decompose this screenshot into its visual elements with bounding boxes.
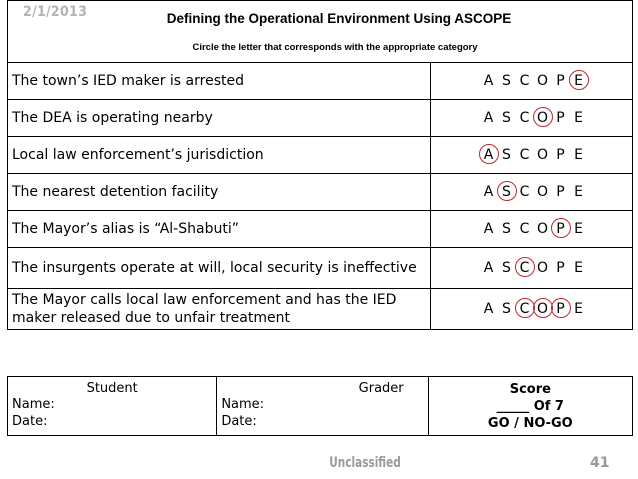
question-cell: The nearest detention facility: [7, 173, 431, 211]
letter-option[interactable]: A: [483, 110, 494, 126]
table-row: Local law enforcement’s jurisdiction A S C O…: [7, 136, 633, 174]
question-cell: The Mayor calls local law enforcement an…: [7, 288, 431, 330]
grader-heading: Grader: [358, 381, 404, 396]
question-cell: The Mayor’s alias is “Al-Shabuti”: [7, 210, 431, 248]
table-row: The Mayor calls local law enforcement an…: [7, 288, 633, 330]
page-subtitle: Circle the letter that corresponds with …: [192, 42, 478, 53]
answer-circle: [478, 144, 499, 164]
letter-option[interactable]: E: [574, 147, 583, 163]
question-cell: The town’s IED maker is arrested: [7, 62, 431, 100]
question-cell: Local law enforcement’s jurisdiction: [7, 136, 431, 174]
letter-option[interactable]: A: [483, 221, 494, 237]
letter-option[interactable]: S: [502, 110, 511, 126]
score-line: _____ Of 7: [496, 399, 564, 414]
letter-option[interactable]: A: [483, 260, 494, 276]
letter-option[interactable]: C: [519, 221, 530, 237]
slide-date: 2/1/2013: [23, 4, 88, 20]
letter-option[interactable]: E: [574, 221, 583, 237]
student-column: Student Name: Date:: [8, 377, 218, 435]
footer-table: Student Name: Date: Grader Name: Date: S…: [7, 376, 633, 436]
student-heading: Student: [86, 381, 138, 396]
letter-option[interactable]: C: [519, 110, 530, 126]
grader-name-label: Name:: [221, 397, 265, 412]
answer-circle: [532, 298, 553, 318]
letter-option[interactable]: O: [536, 221, 549, 237]
question-cell: The DEA is operating nearby: [7, 99, 431, 137]
page-title: Defining the Operational Environment Usi…: [166, 11, 512, 26]
header-frame: [7, 0, 633, 62]
table-row: The Mayor’s alias is “Al-Shabuti” A S C O P E: [7, 210, 633, 248]
letter-option[interactable]: C: [519, 184, 530, 200]
answer-circle: [496, 181, 517, 201]
go-nogo-label: GO / NO-GO: [487, 416, 573, 431]
table-row: The insurgents operate at will, local se…: [7, 247, 633, 289]
letter-option[interactable]: O: [536, 260, 549, 276]
letter-option[interactable]: P: [556, 184, 565, 200]
table-row: The town’s IED maker is arrested A S C O P E: [7, 62, 633, 100]
table-row: The DEA is operating nearby A S C O P E: [7, 99, 633, 137]
answer-circle: [568, 70, 589, 90]
answer-circle: [532, 107, 553, 127]
grader-column: Grader Name: Date:: [217, 377, 429, 435]
letter-option[interactable]: P: [556, 147, 565, 163]
letter-option[interactable]: E: [574, 110, 583, 126]
letter-option[interactable]: C: [519, 73, 530, 89]
letter-option[interactable]: S: [502, 147, 511, 163]
classification-label: Unclassified: [329, 455, 401, 471]
letter-option[interactable]: C: [519, 147, 530, 163]
answer-circle: [514, 298, 535, 318]
answer-circle: [550, 218, 571, 238]
letter-option[interactable]: O: [536, 73, 549, 89]
score-column: Score _____ Of 7 GO / NO-GO: [429, 377, 632, 435]
letter-option[interactable]: A: [483, 301, 494, 317]
letter-option[interactable]: S: [502, 301, 511, 317]
letter-option[interactable]: O: [536, 147, 549, 163]
letter-option[interactable]: P: [556, 260, 565, 276]
grader-date-label: Date:: [221, 414, 257, 429]
letter-option[interactable]: P: [556, 110, 565, 126]
page-number: 41: [590, 455, 610, 471]
student-name-label: Name:: [12, 397, 55, 412]
letter-option[interactable]: O: [536, 184, 549, 200]
answer-circle: [514, 257, 535, 277]
table-row: The nearest detention facility A S C O P E: [7, 173, 633, 211]
score-heading: Score: [509, 382, 551, 397]
letter-option[interactable]: E: [574, 260, 583, 276]
letter-option[interactable]: E: [574, 184, 583, 200]
ascope-table: The town’s IED maker is arrested A S C O P E Th…: [7, 62, 633, 330]
letter-option[interactable]: S: [502, 260, 511, 276]
letter-option[interactable]: S: [502, 221, 511, 237]
answer-circle: [550, 298, 571, 318]
question-cell: The insurgents operate at will, local se…: [7, 247, 431, 289]
letter-option[interactable]: E: [574, 301, 583, 317]
letter-option[interactable]: P: [556, 73, 565, 89]
letter-option[interactable]: A: [483, 73, 494, 89]
letter-option[interactable]: S: [502, 73, 511, 89]
student-date-label: Date:: [12, 414, 48, 429]
letter-option[interactable]: A: [483, 184, 494, 200]
